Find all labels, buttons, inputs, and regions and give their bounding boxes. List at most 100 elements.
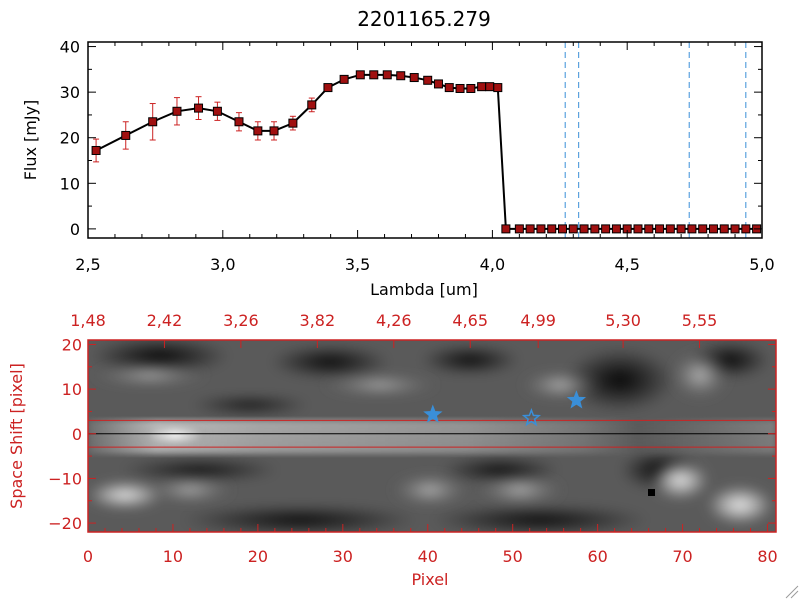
heatmap-frame bbox=[87, 339, 777, 533]
data-point-25 bbox=[493, 83, 503, 93]
data-point-20 bbox=[444, 83, 454, 93]
data-point-38 bbox=[633, 224, 643, 234]
data-point-27 bbox=[514, 224, 524, 234]
spatial-panel: 0 10 20 30 40 50 60 70 80 −20 −10 0 10 20 1,48 2,42 3,… bbox=[7, 311, 778, 589]
aperture-lines bbox=[88, 419, 776, 448]
y-axis-label: Flux [mJy] bbox=[21, 100, 40, 181]
shift-tick-label-3: 10 bbox=[62, 380, 82, 399]
shift-tick-label-2: 0 bbox=[72, 425, 82, 444]
y-axis-ticks: 0 10 20 30 40 bbox=[60, 38, 762, 239]
data-point-45 bbox=[708, 224, 718, 234]
pixel-tick-label-3: 30 bbox=[333, 547, 353, 566]
data-point-19 bbox=[433, 79, 443, 89]
data-point-36 bbox=[611, 224, 621, 234]
flux-series-line bbox=[95, 73, 757, 230]
shift-tick-label-0: −20 bbox=[48, 514, 82, 533]
data-point-35 bbox=[601, 224, 611, 234]
space-shift-axis-ticks: −20 −10 0 10 20 bbox=[48, 335, 776, 533]
data-point-33 bbox=[579, 224, 589, 234]
heatmap-image bbox=[88, 340, 776, 532]
x-tick-label-4: 4,5 bbox=[614, 255, 639, 274]
data-point-48 bbox=[741, 224, 751, 234]
wavelength-tick-label-6: 4,99 bbox=[520, 311, 556, 330]
wavelength-tick-label-8: 5,55 bbox=[682, 311, 718, 330]
data-point-39 bbox=[644, 224, 654, 234]
x-axis-label: Lambda [um] bbox=[370, 280, 478, 299]
data-point-12 bbox=[339, 74, 349, 84]
wavelength-tick-label-7: 5,30 bbox=[605, 311, 641, 330]
line-markers bbox=[423, 390, 587, 427]
y-tick-label-0: 0 bbox=[70, 220, 80, 239]
wavelength-axis-ticks: 1,48 2,42 3,26 3,82 4,26 4,65 4,99 5,30 5,55 bbox=[70, 311, 717, 348]
pixel-tick-label-6: 60 bbox=[587, 547, 607, 566]
x-tick-label-0: 2,5 bbox=[75, 255, 100, 274]
data-point-41 bbox=[665, 224, 675, 234]
data-point-32 bbox=[568, 224, 578, 234]
y-tick-label-3: 30 bbox=[60, 83, 80, 102]
pixel-tick-label-8: 80 bbox=[757, 547, 777, 566]
data-point-8 bbox=[269, 126, 279, 136]
data-point-34 bbox=[590, 224, 600, 234]
data-point-40 bbox=[655, 224, 665, 234]
data-point-26 bbox=[501, 224, 511, 234]
pixel-tick-label-2: 20 bbox=[248, 547, 268, 566]
data-point-1 bbox=[121, 130, 131, 140]
data-point-0 bbox=[91, 145, 101, 155]
wavelength-tick-label-2: 3,26 bbox=[223, 311, 259, 330]
data-point-47 bbox=[730, 224, 740, 234]
pixel-axis-label: Pixel bbox=[411, 570, 448, 589]
pixel-tick-label-1: 10 bbox=[163, 547, 183, 566]
x-tick-label-2: 3,5 bbox=[345, 255, 370, 274]
data-point-23 bbox=[477, 82, 487, 92]
data-point-10 bbox=[307, 100, 317, 110]
pixel-axis-ticks: 0 10 20 30 40 50 60 70 80 bbox=[83, 524, 778, 566]
data-point-6 bbox=[234, 117, 244, 127]
x-tick-label-5: 5,0 bbox=[749, 255, 774, 274]
star-marker-icon-2 bbox=[566, 390, 587, 409]
data-point-43 bbox=[687, 224, 697, 234]
x-tick-label-1: 3,0 bbox=[210, 255, 235, 274]
data-point-7 bbox=[253, 126, 263, 136]
data-point-30 bbox=[547, 224, 557, 234]
error-bars bbox=[93, 96, 315, 163]
data-point-17 bbox=[409, 73, 419, 83]
shift-tick-label-1: −10 bbox=[48, 469, 82, 488]
data-point-18 bbox=[423, 75, 433, 85]
vertical-marker-lines bbox=[564, 42, 747, 238]
data-point-21 bbox=[455, 83, 465, 93]
y-tick-label-1: 10 bbox=[60, 174, 80, 193]
data-point-4 bbox=[194, 103, 204, 113]
resize-grip-icon[interactable] bbox=[785, 585, 799, 599]
star-marker-icon-0 bbox=[423, 404, 443, 423]
data-point-13 bbox=[355, 70, 365, 80]
chart-title: 2201165.279 bbox=[357, 7, 491, 31]
data-point-2 bbox=[148, 117, 158, 127]
flux-data-points bbox=[91, 70, 762, 234]
data-point-3 bbox=[172, 106, 182, 116]
data-point-15 bbox=[382, 70, 392, 80]
data-point-5 bbox=[212, 106, 222, 116]
data-point-9 bbox=[288, 118, 298, 128]
data-point-14 bbox=[369, 70, 379, 80]
data-point-31 bbox=[557, 224, 567, 234]
y-tick-label-2: 20 bbox=[60, 129, 80, 148]
data-point-29 bbox=[536, 224, 546, 234]
wavelength-tick-label-1: 2,42 bbox=[147, 311, 183, 330]
pixel-tick-label-4: 40 bbox=[418, 547, 438, 566]
data-point-22 bbox=[466, 83, 476, 93]
spectrum-plot-frame bbox=[87, 41, 763, 239]
wavelength-tick-label-5: 4,65 bbox=[452, 311, 488, 330]
data-point-46 bbox=[719, 224, 729, 234]
space-shift-axis-label: Space Shift [pixel] bbox=[7, 363, 26, 509]
wavelength-tick-label-4: 4,26 bbox=[376, 311, 412, 330]
wavelength-tick-label-3: 3,82 bbox=[300, 311, 336, 330]
data-point-11 bbox=[323, 83, 333, 93]
pixel-tick-label-0: 0 bbox=[83, 547, 93, 566]
data-point-24 bbox=[485, 82, 495, 92]
x-axis-ticks: 2,5 3,0 3,5 4,0 4,5 5,0 bbox=[75, 42, 775, 274]
data-point-28 bbox=[525, 224, 535, 234]
x-tick-label-3: 4,0 bbox=[480, 255, 505, 274]
data-point-16 bbox=[396, 71, 406, 81]
pixel-tick-label-5: 50 bbox=[503, 547, 523, 566]
